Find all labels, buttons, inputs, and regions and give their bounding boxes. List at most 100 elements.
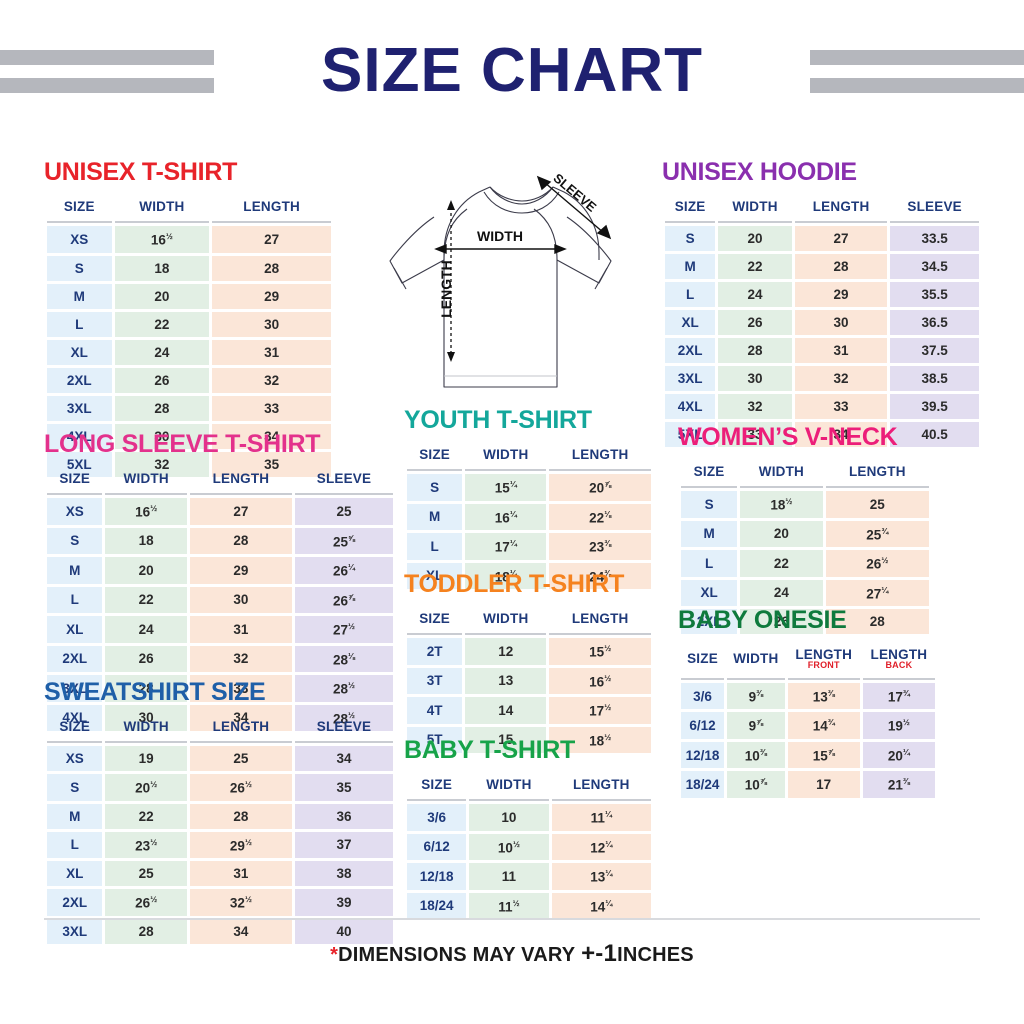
column-header-sub: BACK xyxy=(885,660,913,670)
table-row: 18/24 11½ 14¼ xyxy=(407,892,651,919)
measure-cell: 18 xyxy=(114,255,210,281)
table-row: M 20 29 26¼ xyxy=(47,557,393,584)
column-header: SIZE xyxy=(47,717,103,743)
column-header: WIDTH xyxy=(465,609,547,635)
measure-cell: 29 xyxy=(212,283,331,309)
measure-cell: 11 xyxy=(469,863,549,890)
size-cell: M xyxy=(681,520,738,547)
column-header: LENGTH xyxy=(212,197,331,223)
measure-cell: 36 xyxy=(294,803,393,829)
size-cell: 3XL xyxy=(665,366,716,391)
size-cell: 12/18 xyxy=(407,863,467,890)
measure-cell: 30 xyxy=(105,704,187,731)
measure-cell: 29 xyxy=(189,557,292,584)
column-header: WIDTH xyxy=(718,197,792,223)
table-row: XL 24 27¼ xyxy=(681,579,929,606)
table-youth-tee: SIZE WIDTH LENGTH S 15¼ 20⅞ M 16¼ 22⅛ L 17¼ 23⅜ XL 18… xyxy=(404,442,654,592)
measure-cell: 28 xyxy=(794,254,888,279)
size-cell: S xyxy=(681,491,738,518)
measure-cell: 26 xyxy=(114,367,210,393)
table-row: L 22 30 26⅞ xyxy=(47,586,393,613)
measure-cell: 39.5 xyxy=(890,394,979,419)
measure-cell: 25¾ xyxy=(825,520,929,547)
measure-cell: 32 xyxy=(212,367,331,393)
table-title-toddler-tee: TODDLER T-SHIRT xyxy=(404,570,625,598)
size-cell: 2T xyxy=(407,638,463,665)
measure-cell: 20 xyxy=(718,226,792,251)
measure-cell: 29½ xyxy=(189,831,292,858)
table-row: XL 25 31 38 xyxy=(47,861,393,886)
measure-cell: 27¼ xyxy=(825,579,929,606)
column-header: WIDTH xyxy=(105,717,187,743)
column-header-sub: FRONT xyxy=(807,660,840,670)
table-row: XL 18¼ 24⅜ xyxy=(407,562,651,589)
measure-cell: 24 xyxy=(105,616,187,643)
measure-cell: 16½ xyxy=(549,667,651,694)
size-cell: M xyxy=(47,557,103,584)
measure-cell: 30 xyxy=(114,423,210,449)
column-header: WIDTH xyxy=(469,775,549,801)
measure-cell: 30 xyxy=(718,366,792,391)
footer-tolerance: +-1 xyxy=(581,940,618,967)
measure-cell: 28 xyxy=(189,803,292,829)
table-block-baby-onesie: BABY ONESIE SIZE WIDTH LENGTH FRONT LENGTH BA… xyxy=(678,608,938,801)
column-header: LENGTH xyxy=(189,717,292,743)
table-row: S 18 28 25⅝ xyxy=(47,527,393,554)
footer-unit: INCHES xyxy=(617,944,694,966)
measure-cell: 28 xyxy=(212,255,331,281)
column-header: WIDTH xyxy=(465,445,547,471)
measure-cell: 31 xyxy=(189,861,292,886)
measure-cell: 16½ xyxy=(114,226,210,253)
measure-cell: 34.5 xyxy=(890,254,979,279)
measure-cell: 40.5 xyxy=(890,422,979,447)
decorative-bar xyxy=(810,77,1024,93)
column-header: SIZE xyxy=(47,197,112,223)
table-row: M 20 29 xyxy=(47,283,331,309)
measure-cell: 34 xyxy=(189,704,292,731)
table-row: L 23½ 29½ 37 xyxy=(47,831,393,858)
column-header: LENGTH xyxy=(549,609,651,635)
table-title-sweatshirt: SWEATSHIRT SIZE xyxy=(44,678,266,706)
measure-cell: 15⅞ xyxy=(787,741,860,769)
measure-cell: 32 xyxy=(794,366,888,391)
measure-cell: 18 xyxy=(105,527,187,554)
column-header: SLEEVE xyxy=(294,717,393,743)
measure-cell: 28½ xyxy=(294,704,393,731)
size-cell: XL xyxy=(407,562,463,589)
measure-cell: 22 xyxy=(718,254,792,279)
measure-cell: 9⅜ xyxy=(727,682,785,710)
table-row: 4T 14 17½ xyxy=(407,697,651,724)
measure-cell: 30 xyxy=(794,310,888,335)
measure-cell: 35.5 xyxy=(890,282,979,307)
measure-cell: 25 xyxy=(825,491,929,518)
size-cell: 4XL xyxy=(665,394,716,419)
column-header: SLEEVE xyxy=(890,197,979,223)
table-title-unisex-tee: UNISEX T-SHIRT xyxy=(44,158,238,186)
measure-cell: 26 xyxy=(740,609,823,634)
size-cell: M xyxy=(407,503,463,530)
t-shirt-measurement-diagram: WIDTH LENGTH SLEEVE xyxy=(389,170,612,388)
size-cell: 12/18 xyxy=(681,741,725,769)
size-cell: 2XL xyxy=(47,889,103,916)
table-row: S 18 28 xyxy=(47,255,331,281)
decorative-bars-right xyxy=(810,49,1024,93)
measure-cell: 25 xyxy=(294,498,393,525)
size-cell: 3XL xyxy=(47,395,112,421)
measure-cell: 40 xyxy=(294,918,393,944)
size-cell: XL xyxy=(47,339,112,365)
measure-cell: 19½ xyxy=(862,712,935,739)
measure-cell: 28 xyxy=(825,609,929,634)
table-row: 3XL 28 34 40 xyxy=(47,918,393,944)
table-title-youth-tee: YOUTH T-SHIRT xyxy=(404,406,592,434)
measure-cell: 36.5 xyxy=(890,310,979,335)
measure-cell: 15 xyxy=(465,726,547,753)
table-unisex-hoodie: SIZE WIDTH LENGTH SLEEVE S 20 27 33.5 M 22 28 34.5 L… xyxy=(662,194,982,450)
size-cell: M xyxy=(47,803,103,829)
measure-cell: 30 xyxy=(212,311,331,337)
table-row: 5XL 32 35 xyxy=(47,451,331,477)
measure-cell: 22 xyxy=(740,550,823,577)
measure-cell: 13 xyxy=(465,667,547,694)
table-row: 4XL 30 34 xyxy=(47,423,331,449)
column-header: SIZE xyxy=(407,609,463,635)
table-row: 2XL 26 28 xyxy=(681,609,929,634)
